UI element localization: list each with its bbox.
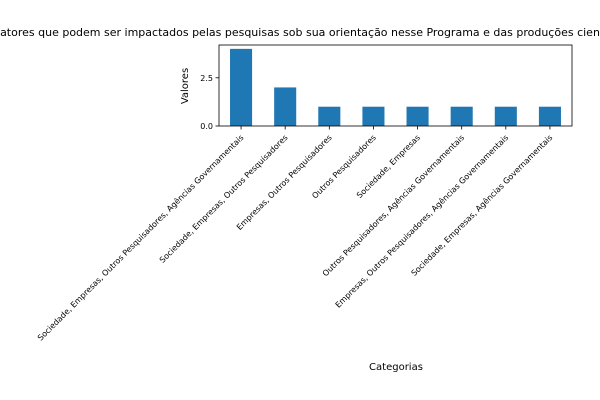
x-tick-label: Sociedade, Empresas, Outros Pesquisadore… (35, 132, 245, 342)
bar (362, 106, 385, 126)
bar (230, 48, 253, 126)
y-axis-ticks: 0.0 2.5 (200, 74, 219, 131)
y-axis-label: Valores (180, 68, 191, 104)
chart-title: atores que podem ser impactados pelas pe… (0, 26, 600, 39)
bar (406, 106, 429, 126)
bars-group (230, 48, 561, 126)
x-axis-ticks: Sociedade, Empresas, Outros Pesquisadore… (35, 126, 554, 343)
bar (318, 106, 341, 126)
bar (450, 106, 473, 126)
x-tick-label: Empresas, Outros Pesquisadores (235, 133, 334, 232)
plot-frame (218, 44, 573, 127)
bar (494, 106, 517, 126)
bar (538, 106, 561, 126)
x-axis-label: Categorias (369, 362, 423, 373)
x-tick-label: Empresas, Outros Pesquisadores, Agências… (333, 132, 510, 309)
y-tick-label: 0.0 (200, 122, 213, 131)
bar (274, 87, 297, 126)
y-tick-label: 2.5 (200, 74, 213, 83)
